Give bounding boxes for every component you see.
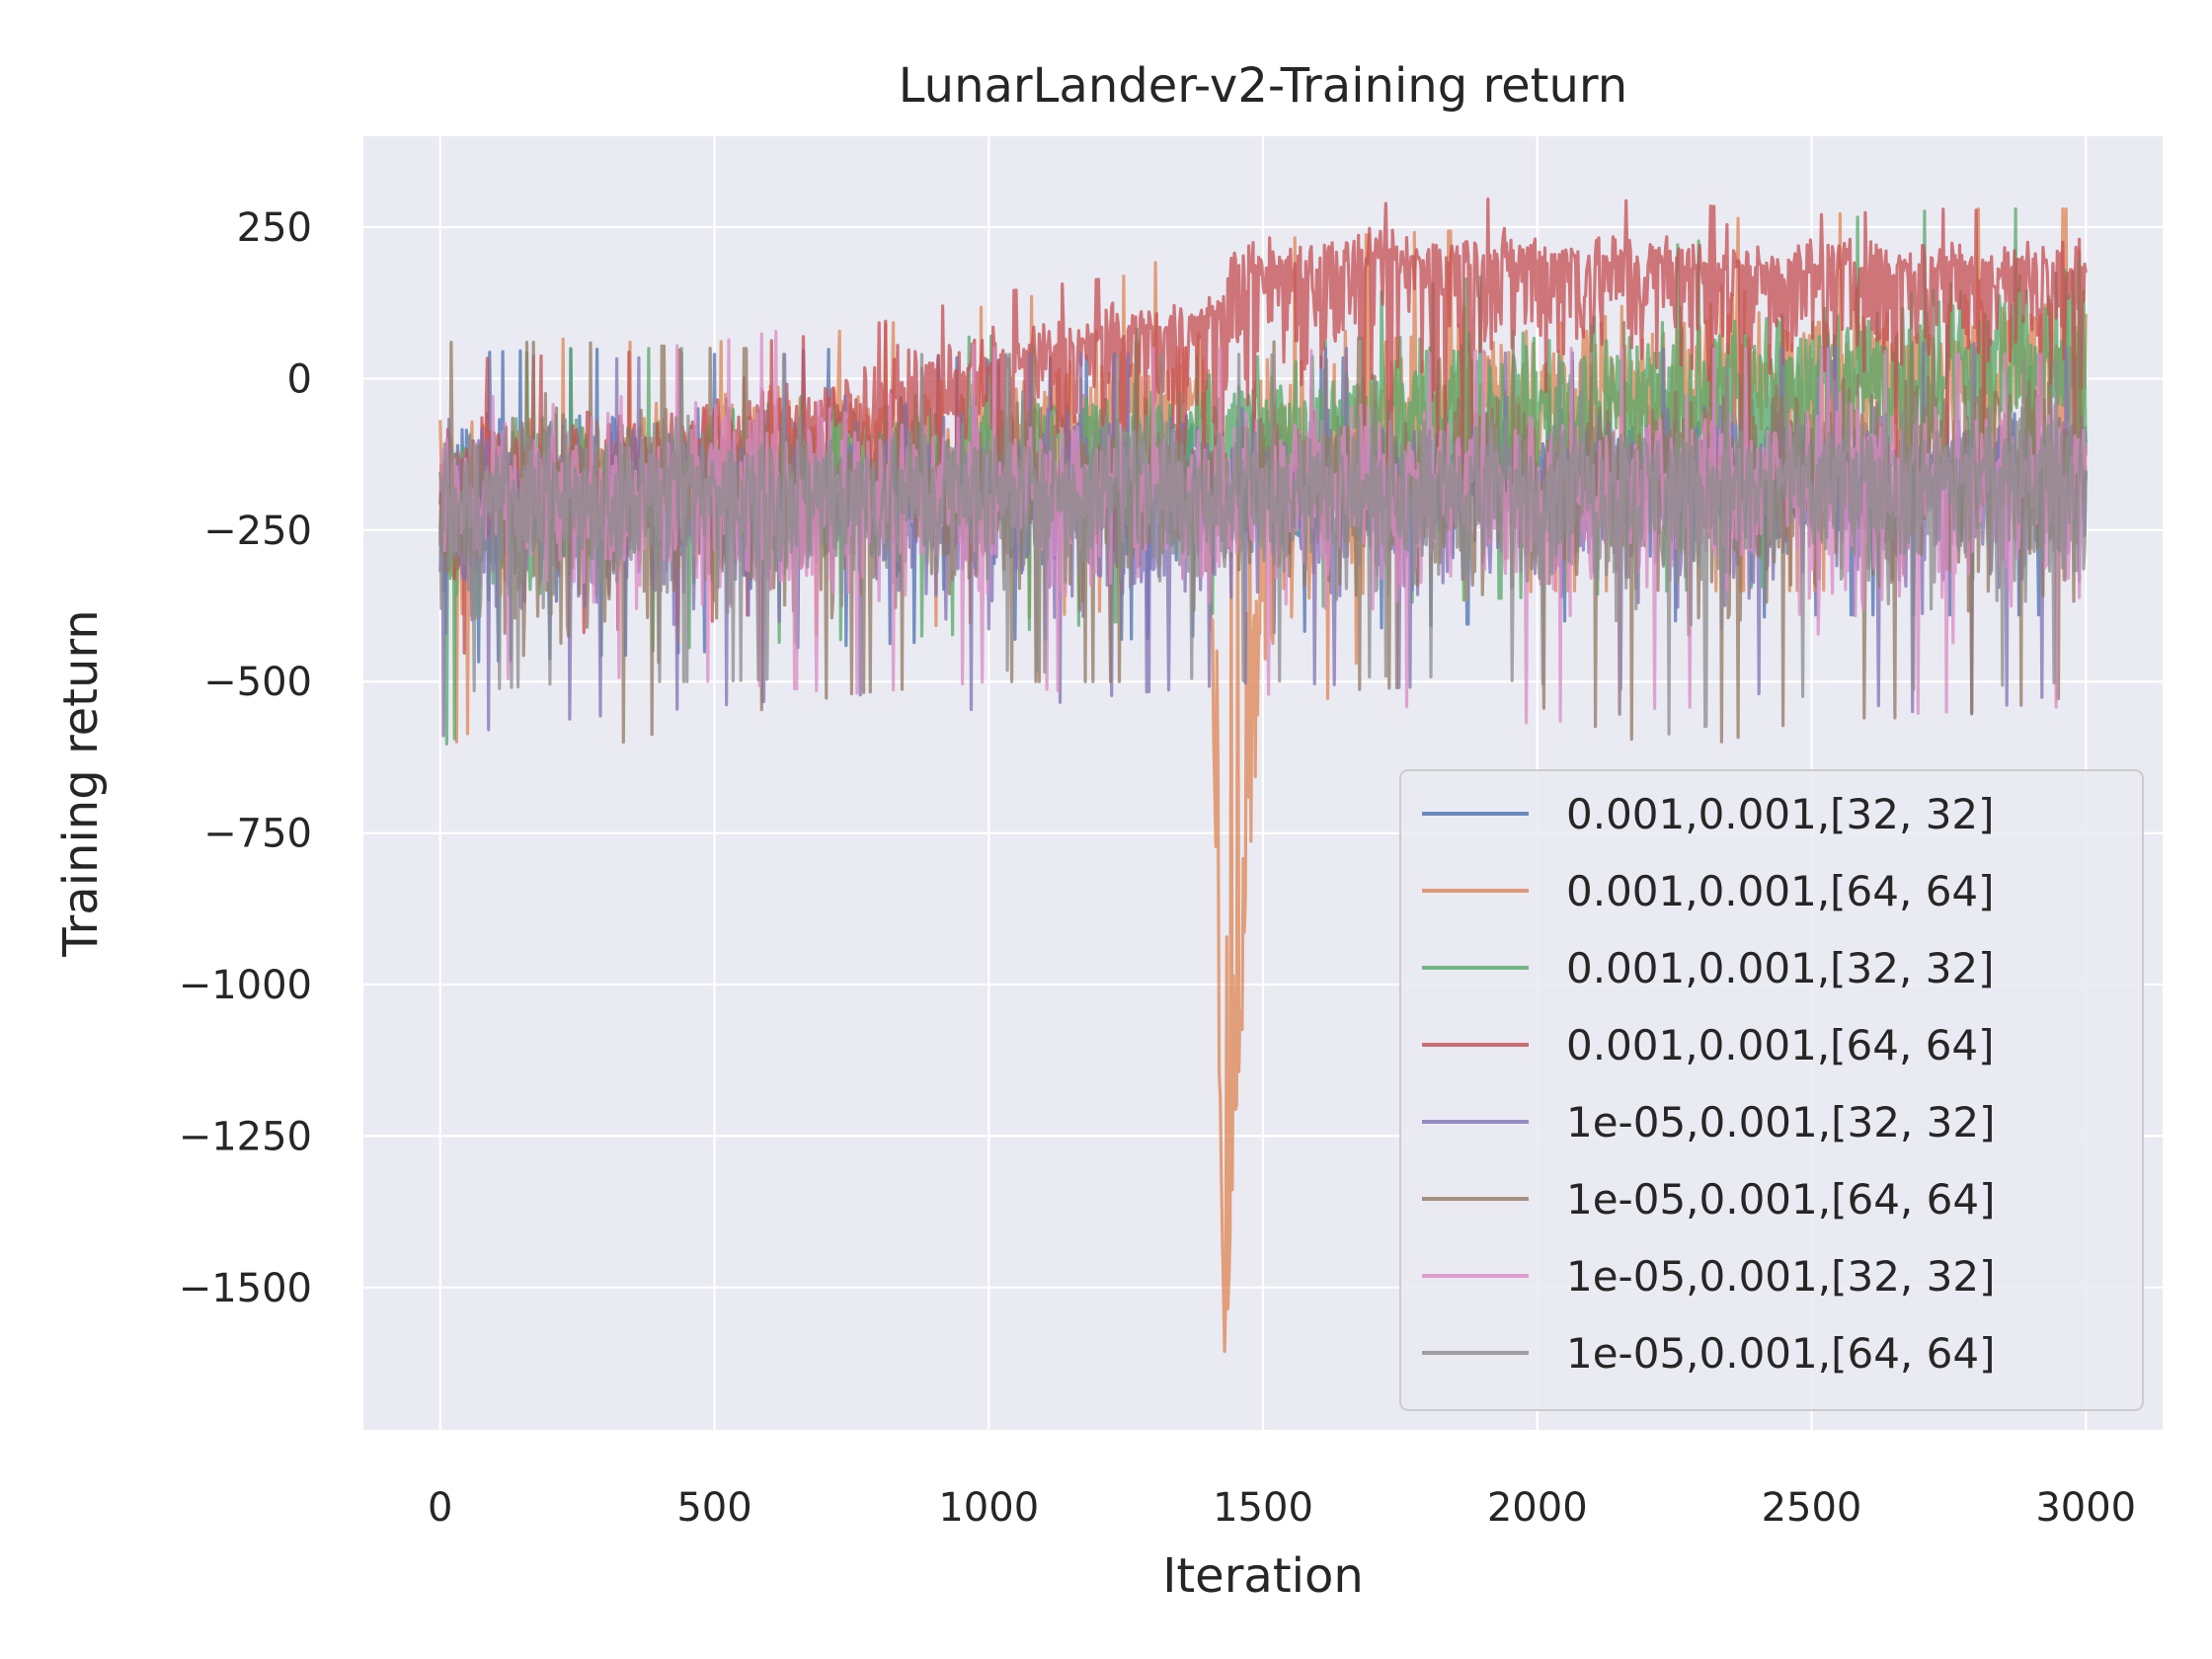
y-axis-title: Training return (53, 609, 109, 957)
series-line (438, 351, 2088, 736)
x-tick-label: 0 (428, 1485, 452, 1531)
x-tick-label: 500 (676, 1485, 751, 1531)
y-tick-label: 0 (287, 356, 312, 402)
legend-entry: 0.001,0.001,[64, 64] (1566, 867, 1995, 915)
y-tick-label: −500 (203, 660, 312, 705)
x-tick-label: 3000 (2035, 1485, 2136, 1531)
x-tick-label: 1500 (1213, 1485, 1313, 1531)
series-layer (438, 198, 2088, 1354)
y-tick-label: −1000 (179, 963, 312, 1008)
legend-entry: 0.001,0.001,[64, 64] (1566, 1021, 1995, 1069)
legend-entry: 1e-05,0.001,[32, 32] (1566, 1098, 1995, 1146)
x-tick-label: 2500 (1762, 1485, 1862, 1531)
y-tick-label: −1500 (179, 1266, 312, 1311)
y-tick-label: 250 (237, 205, 312, 251)
y-tick-label: −1250 (179, 1114, 312, 1159)
legend-box (1399, 769, 2144, 1411)
legend-entry: 1e-05,0.001,[32, 32] (1566, 1252, 1995, 1301)
x-tick-label: 2000 (1487, 1485, 1588, 1531)
chart-title: LunarLander-v2-Training return (899, 58, 1627, 114)
y-axis-ticks: 250 0 −250 −500 −750 −1000 −1250 −1500 (179, 205, 312, 1311)
series-line (438, 257, 2088, 745)
x-tick-label: 1000 (938, 1485, 1039, 1531)
legend-entry: 1e-05,0.001,[64, 64] (1566, 1175, 1995, 1224)
legend-entry: 0.001,0.001,[32, 32] (1566, 944, 1995, 992)
x-axis-ticks: 0 500 1000 1500 2000 2500 3000 (428, 1485, 2136, 1531)
y-tick-label: −750 (203, 812, 312, 857)
legend-entry: 0.001,0.001,[32, 32] (1566, 790, 1995, 838)
legend: 0.001,0.001,[32, 32] 0.001,0.001,[64, 64]… (1399, 769, 2144, 1411)
x-axis-title: Iteration (1162, 1548, 1364, 1604)
legend-entry: 1e-05,0.001,[64, 64] (1566, 1329, 1995, 1378)
y-tick-label: −250 (203, 509, 312, 554)
